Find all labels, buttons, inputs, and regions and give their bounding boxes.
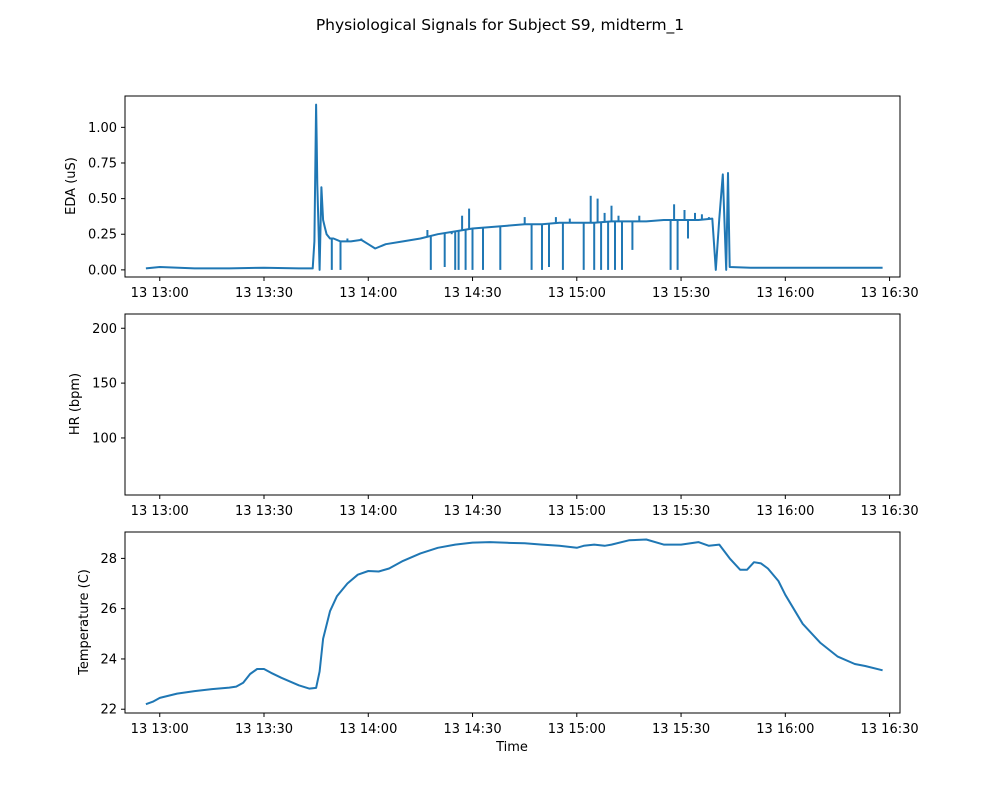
hr-x-tick-label: 13 13:00 (131, 504, 189, 519)
eda-series-line (145, 103, 883, 271)
eda-x-tick-label: 13 14:00 (339, 286, 397, 301)
hr-ylabel: HR (bpm) (68, 373, 83, 435)
eda-y-tick-label: 0.00 (88, 263, 117, 278)
temperature-plot-frame (124, 531, 901, 714)
temperature-ylabel: Temperature (C) (77, 569, 92, 676)
eda-x-tick-label: 13 13:00 (131, 286, 189, 301)
eda-x-tick-label: 13 15:00 (548, 286, 606, 301)
eda-y-tick-label: 0.25 (88, 228, 117, 243)
temperature-x-tick-label: 13 16:00 (756, 722, 814, 737)
hr-y-tick-label: 100 (92, 431, 117, 446)
hr-x-tick-label: 13 16:00 (756, 504, 814, 519)
temperature-y-tick-label: 26 (100, 602, 117, 617)
eda-panel: EDA (uS) 13 13:00 13 13:30 13 14:00 13 14:3… (64, 95, 919, 301)
temperature-xlabel: Time (495, 740, 528, 755)
figure-title: Physiological Signals for Subject S9, mi… (316, 16, 684, 35)
hr-panel: HR (bpm) 13 13:00 13 13:30 13 14:00 13 14:3… (68, 313, 919, 519)
eda-plot-frame (124, 95, 901, 278)
hr-y-tick-label: 200 (92, 322, 117, 337)
hr-plot-frame (124, 313, 901, 496)
eda-y-tick-label: 0.75 (88, 156, 117, 171)
temperature-y-tick-label: 28 (100, 552, 117, 567)
hr-x-tick-label: 13 16:30 (861, 504, 919, 519)
hr-x-tick-label: 13 15:00 (548, 504, 606, 519)
eda-y-tick-label: 0.50 (88, 192, 117, 207)
temperature-x-tick-label: 13 13:00 (131, 722, 189, 737)
eda-x-tick-label: 13 16:00 (756, 286, 814, 301)
hr-x-tick-label: 13 15:30 (652, 504, 710, 519)
temperature-y-tick-label: 22 (100, 703, 117, 718)
eda-x-tick-label: 13 13:30 (235, 286, 293, 301)
temperature-series-line (145, 538, 883, 706)
eda-y-tick-label: 1.00 (88, 121, 117, 136)
temperature-x-tick-label: 13 13:30 (235, 722, 293, 737)
hr-x-tick-label: 13 13:30 (235, 504, 293, 519)
temperature-x-tick-label: 13 16:30 (861, 722, 919, 737)
eda-ylabel: EDA (uS) (64, 157, 79, 215)
temperature-y-tick-label: 24 (100, 652, 117, 667)
hr-x-tick-label: 13 14:00 (339, 504, 397, 519)
temperature-x-tick-label: 13 15:30 (652, 722, 710, 737)
temperature-x-tick-label: 13 14:00 (339, 722, 397, 737)
temperature-x-tick-label: 13 14:30 (443, 722, 501, 737)
hr-x-tick-label: 13 14:30 (443, 504, 501, 519)
temperature-panel: Temperature (C) Time 13 13:00 13 13:30 13 … (77, 531, 919, 755)
eda-x-tick-label: 13 15:30 (652, 286, 710, 301)
temperature-x-tick-label: 13 15:00 (548, 722, 606, 737)
eda-x-tick-label: 13 16:30 (861, 286, 919, 301)
hr-y-tick-label: 150 (92, 377, 117, 392)
eda-x-tick-label: 13 14:30 (443, 286, 501, 301)
